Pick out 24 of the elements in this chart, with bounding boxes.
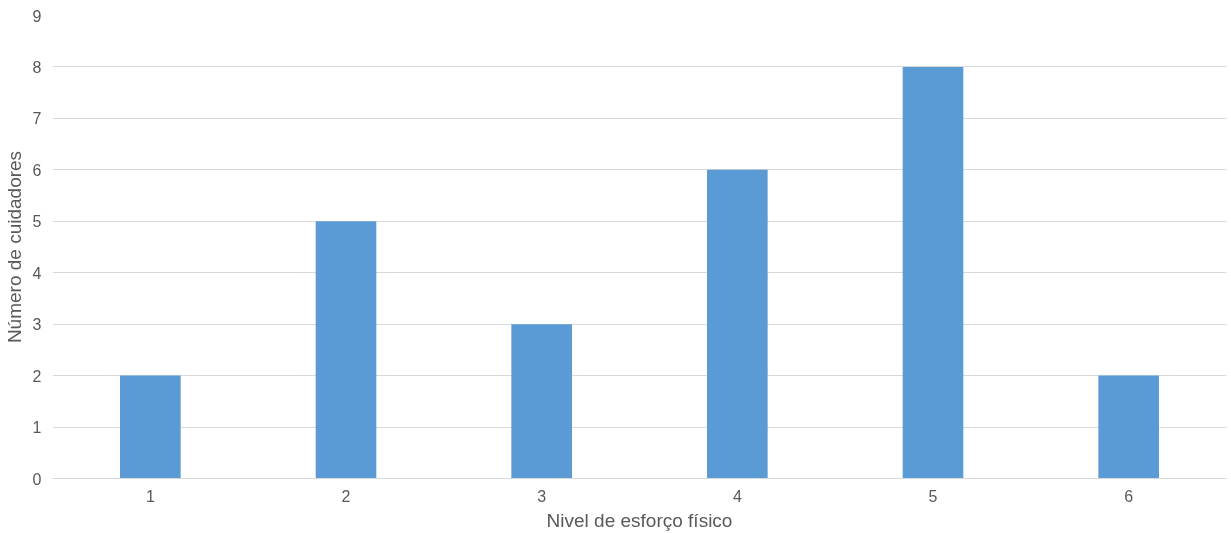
y-tick-label: 2: [32, 367, 42, 385]
bar: [707, 169, 768, 479]
y-tick-label: 7: [32, 110, 42, 128]
x-axis-title: Nivel de esforço físico: [546, 509, 733, 531]
bar: [1098, 375, 1159, 479]
y-tick-label: 6: [32, 161, 42, 179]
x-tick-label: 4: [732, 487, 742, 505]
bar: [511, 324, 572, 479]
y-tick-label: 9: [32, 7, 42, 25]
x-tick-label: 2: [341, 487, 351, 505]
y-tick-label: 1: [32, 419, 42, 437]
y-tick-label: 8: [32, 58, 42, 76]
y-tick-label: 0: [32, 470, 42, 488]
x-tick-label: 6: [1124, 487, 1134, 505]
y-axis-title: Número de cuidadores: [3, 150, 25, 344]
x-tick-label: 3: [537, 487, 547, 505]
y-tick-label: 5: [32, 213, 42, 231]
bar: [315, 221, 377, 479]
bar: [902, 66, 964, 479]
x-tick-label: 1: [145, 487, 155, 505]
y-tick-label: 3: [32, 316, 42, 334]
y-tick-label: 4: [32, 264, 42, 282]
x-tick-label: 5: [928, 487, 938, 505]
bar: [120, 375, 181, 479]
